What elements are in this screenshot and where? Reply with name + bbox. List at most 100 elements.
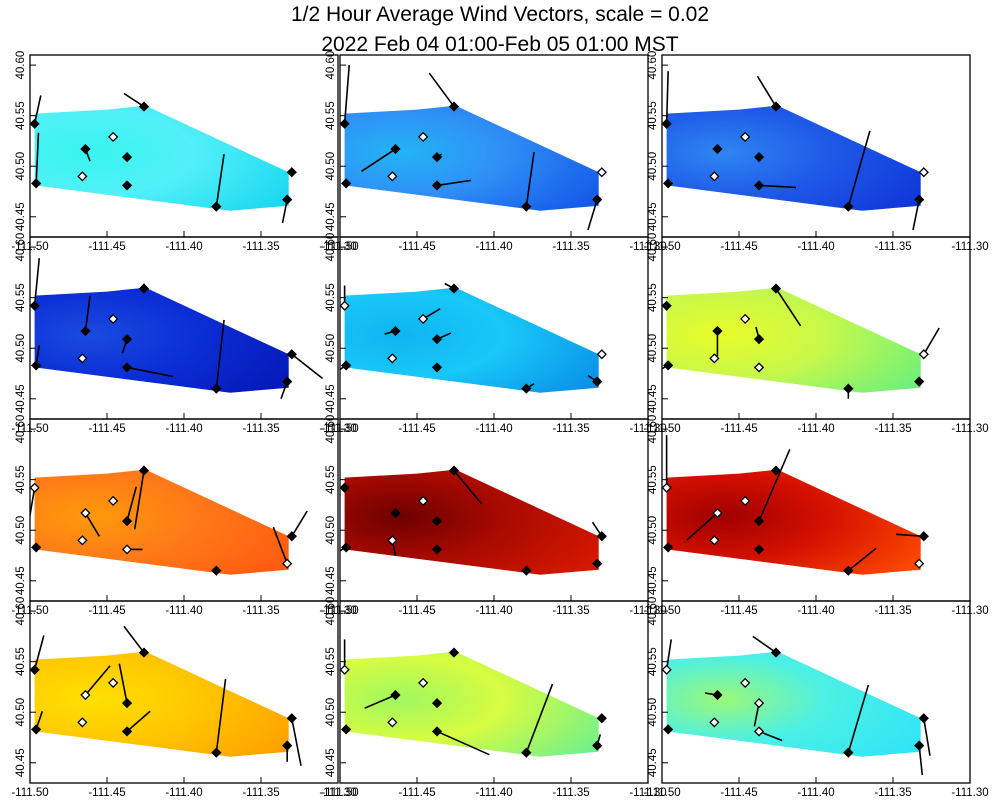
station-marker-s1 — [662, 482, 672, 493]
station-marker-s10 — [592, 194, 603, 205]
station-marker-s2 — [341, 542, 352, 553]
x-tick-label: -111.35 — [242, 241, 279, 253]
station-marker-s8 — [753, 180, 765, 191]
wind-vector-s1 — [30, 487, 36, 520]
field-region — [34, 287, 289, 393]
x-tick-label: -111.35 — [552, 605, 589, 617]
station-marker-s7 — [387, 535, 398, 546]
y-tick-label: 40.50 — [15, 516, 27, 545]
station-marker-s4 — [418, 313, 429, 325]
field-region — [34, 105, 289, 211]
station-marker-s5 — [390, 143, 401, 155]
station-marker-s11 — [596, 167, 607, 178]
x-tick-label: -111.35 — [552, 241, 589, 253]
y-tick-label: 40.55 — [325, 647, 337, 676]
station-marker-s11 — [596, 531, 607, 542]
field-region — [34, 651, 289, 757]
wind-vector-s3 — [428, 72, 455, 108]
wind-vector-s2 — [35, 132, 40, 184]
map-panel-7: -111.50 -111.45 -111.40 -111.35 -111.3040.45… — [11, 415, 356, 617]
wind-vector-s8 — [436, 730, 490, 756]
x-tick-label: -111.40 — [797, 423, 834, 435]
field-region — [344, 287, 599, 393]
x-tick-label: -111.40 — [475, 787, 512, 799]
wind-vector-s9 — [847, 684, 870, 753]
wind-vector-s1 — [33, 635, 45, 670]
y-tick-label: 40.50 — [325, 152, 337, 181]
y-tick-label: 40.55 — [15, 647, 27, 676]
station-marker-s1 — [662, 118, 672, 129]
x-tick-label: -111.45 — [720, 423, 757, 435]
y-tick-label: 40.60 — [647, 415, 659, 444]
x-tick-label: -111.35 — [874, 787, 911, 799]
wind-vector-s1 — [665, 639, 673, 670]
station-marker-s10 — [914, 740, 925, 751]
x-tick-label: -111.40 — [797, 605, 834, 617]
x-tick-label: -111.30 — [319, 787, 356, 799]
station-marker-s7 — [387, 171, 398, 182]
station-marker-s3 — [138, 283, 150, 294]
wind-vector-s6 — [118, 663, 128, 704]
wind-vector-s5 — [84, 665, 111, 696]
wind-vector-s5 — [364, 694, 396, 709]
wind-vector-s1 — [343, 65, 351, 124]
wind-vector-s5 — [84, 295, 91, 332]
station-marker-s5 — [390, 689, 401, 701]
station-marker-s8 — [431, 544, 443, 555]
station-marker-s3 — [770, 283, 782, 294]
x-tick-label: -111.45 — [398, 423, 435, 435]
wind-vector-s10 — [272, 526, 288, 564]
station-marker-s11 — [918, 713, 929, 724]
station-marker-s9 — [843, 383, 854, 394]
y-tick-label: 40.60 — [325, 233, 337, 262]
station-marker-s3 — [770, 647, 782, 658]
station-marker-s7 — [77, 717, 88, 728]
station-marker-s3 — [448, 283, 460, 294]
y-tick-label: 40.60 — [647, 233, 659, 262]
wind-vector-s8 — [126, 366, 174, 378]
station-marker-s4 — [740, 677, 751, 689]
map-panel-9: -111.50 -111.45 -111.40 -111.35 -111.3040.45… — [643, 415, 988, 617]
y-tick-label: 40.50 — [647, 698, 659, 727]
station-marker-s11 — [286, 167, 297, 178]
y-tick-label: 40.45 — [647, 566, 659, 595]
wind-vector-s5 — [361, 148, 396, 172]
station-marker-s4 — [740, 131, 751, 143]
station-marker-s4 — [108, 313, 119, 325]
station-marker-s4 — [108, 677, 119, 689]
station-marker-s6 — [431, 334, 443, 345]
y-tick-label: 40.50 — [15, 152, 27, 181]
y-tick-label: 40.55 — [647, 283, 659, 312]
x-tick-label: -111.45 — [720, 241, 757, 253]
wind-vector-s3 — [453, 470, 483, 505]
station-marker-s9 — [843, 201, 854, 212]
station-marker-s11 — [596, 349, 607, 360]
x-tick-label: -111.30 — [629, 787, 666, 799]
station-marker-s2 — [663, 360, 674, 371]
wind-vector-s10 — [587, 199, 598, 231]
chart-title: 1/2 Hour Average Wind Vectors, scale = 0… — [0, 0, 1000, 60]
field-region — [34, 469, 289, 575]
y-tick-label: 40.60 — [647, 51, 659, 80]
station-marker-s6 — [753, 516, 765, 527]
field-region — [344, 651, 599, 757]
station-marker-s11 — [286, 531, 297, 542]
station-marker-s6 — [753, 698, 765, 709]
station-marker-s7 — [77, 171, 88, 182]
station-marker-s8 — [431, 180, 443, 191]
y-tick-label: 40.60 — [15, 51, 27, 80]
x-tick-label: -111.35 — [552, 423, 589, 435]
station-marker-s9 — [211, 565, 222, 576]
station-marker-s2 — [341, 724, 352, 735]
station-marker-s5 — [80, 689, 91, 701]
field-region — [666, 287, 921, 393]
x-tick-label: -111.35 — [242, 423, 279, 435]
wind-vector-s11 — [291, 510, 308, 537]
y-tick-label: 40.50 — [325, 698, 337, 727]
y-tick-label: 40.60 — [15, 415, 27, 444]
station-marker-s5 — [712, 507, 723, 519]
station-marker-s9 — [843, 747, 854, 758]
station-marker-s1 — [30, 300, 40, 311]
y-tick-label: 40.50 — [325, 516, 337, 545]
map-panel-5: -111.50 -111.45 -111.40 -111.35 -111.3040.45… — [321, 233, 666, 435]
